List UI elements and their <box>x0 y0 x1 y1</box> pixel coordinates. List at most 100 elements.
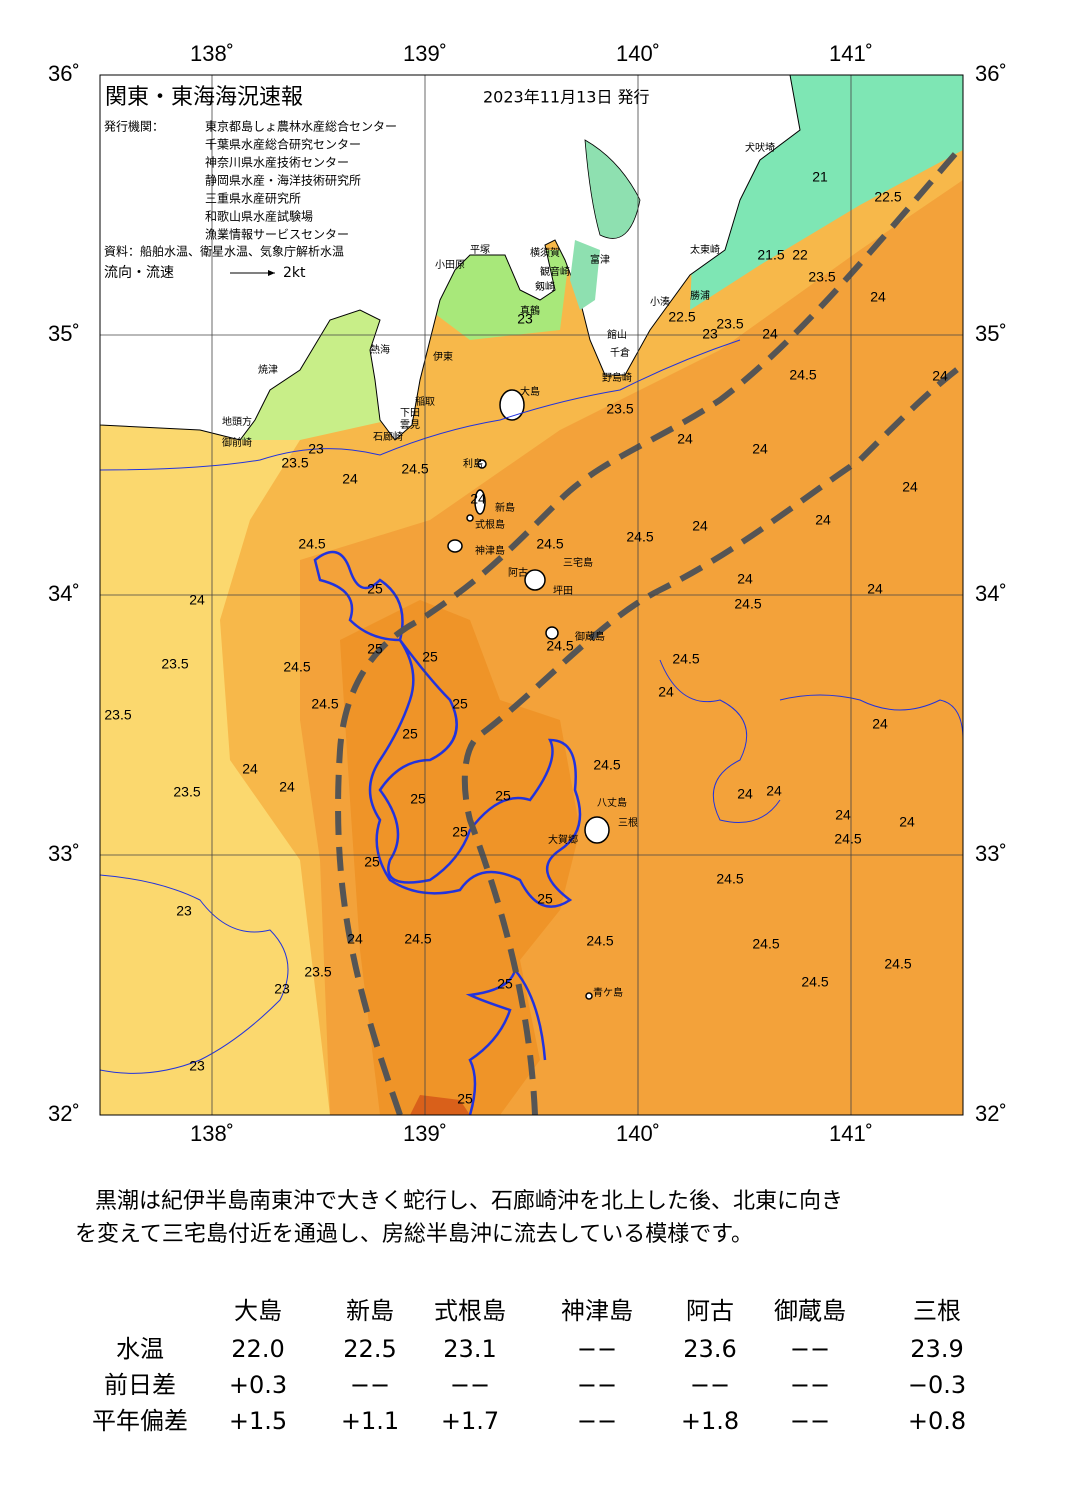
isotherm-label: 23.5 <box>104 707 131 723</box>
row-label: 前日差 <box>104 1371 176 1399</box>
islands <box>447 389 610 1000</box>
isotherm-label: 22 <box>792 247 808 263</box>
description-line: を変えて三宅島付近を通過し、房総半島沖に流去している模様です。 <box>75 1222 753 1247</box>
table-cell: +1.7 <box>441 1407 499 1435</box>
table-cell: 23.9 <box>910 1335 963 1363</box>
isotherm-label: 24 <box>692 518 708 534</box>
isotherm-label: 24.5 <box>834 831 861 847</box>
lat-label: 33˚ <box>975 841 1007 866</box>
lat-label: 34˚ <box>975 581 1007 606</box>
issuer: 和歌山県水産試験場 <box>205 209 313 224</box>
table-cell: −− <box>790 1335 830 1363</box>
isotherm-label: 24 <box>835 807 851 823</box>
legend-label: 流向・流速 <box>104 265 174 281</box>
isotherm-label: 24 <box>658 684 674 700</box>
table-cell: −− <box>690 1371 730 1399</box>
column-header: 新島 <box>346 1297 394 1325</box>
lat-label: 35˚ <box>975 321 1007 346</box>
place-name: 八丈島 <box>597 796 627 809</box>
issuer: 千葉県水産総合研究センター <box>205 137 361 152</box>
issue-date: 2023年11月13日 発行 <box>483 88 650 107</box>
table-cell: +1.1 <box>341 1407 399 1435</box>
table-cell: +0.3 <box>229 1371 287 1399</box>
isotherm-label: 24 <box>279 779 295 795</box>
isotherm-label: 24 <box>872 716 888 732</box>
isotherm-label: 24 <box>752 441 768 457</box>
table-cell: −− <box>790 1371 830 1399</box>
isotherm-label: 24.5 <box>546 638 573 654</box>
isotherm-label: 25 <box>452 696 468 712</box>
lon-label: 141˚ <box>829 41 873 66</box>
map-title: 関東・東海海況速報 <box>105 85 303 110</box>
isotherm-label: 21.5 <box>757 247 784 263</box>
place-name: 小湊 <box>650 295 670 308</box>
source: 資料：船舶水温、衛星水温、気象庁解析水温 <box>104 244 344 259</box>
place-name: 下田 <box>400 408 420 419</box>
isotherm-label: 24.5 <box>801 974 828 990</box>
place-name: 焼津 <box>258 364 278 376</box>
column-header: 神津島 <box>561 1297 633 1325</box>
isotherm-label: 23.5 <box>808 269 835 285</box>
lon-label: 138˚ <box>190 41 234 66</box>
place-name: 熱海 <box>370 343 390 356</box>
isotherm-label: 24 <box>932 368 948 384</box>
isotherm-label: 24.5 <box>536 536 563 552</box>
place-name: 太東崎 <box>690 243 720 256</box>
isotherm-label: 23 <box>517 311 533 327</box>
isotherm-label: 25 <box>495 788 511 804</box>
column-header: 阿古 <box>686 1297 734 1325</box>
isotherm-label: 24.5 <box>716 871 743 887</box>
isotherm-label: 24.5 <box>789 367 816 383</box>
isotherm-label: 25 <box>537 891 553 907</box>
place-name: 剱崎 <box>535 280 555 293</box>
issuer-label: 発行機関： <box>104 119 164 134</box>
isotherm-label: 25 <box>497 976 513 992</box>
isotherm-label: 24.5 <box>593 757 620 773</box>
tokyo-bay <box>570 240 600 310</box>
isotherm-label: 24 <box>242 761 258 777</box>
isotherm-label: 24 <box>470 491 486 507</box>
graticule <box>100 75 963 1115</box>
isotherm-label: 23 <box>274 981 290 997</box>
isotherms <box>100 339 963 1074</box>
issuer: 静岡県水産・海洋技術研究所 <box>205 173 361 188</box>
place-name: 三根 <box>618 816 638 829</box>
lon-label: 141˚ <box>829 1121 873 1146</box>
isotherm-label: 23 <box>702 326 718 342</box>
isotherm-label: 22.5 <box>874 189 901 205</box>
cool-water <box>100 420 330 1115</box>
place-name: 館山 <box>607 328 627 341</box>
place-name: 青ケ島 <box>593 986 623 999</box>
lat-label: 36˚ <box>48 61 80 86</box>
isotherm-label: 24.5 <box>298 536 325 552</box>
isotherm-label: 21 <box>812 169 828 185</box>
isotherm-label: 24 <box>867 581 883 597</box>
place-name: 平塚 <box>470 244 490 256</box>
isotherm-label: 23 <box>308 441 324 457</box>
isotherm-label: 25 <box>367 581 383 597</box>
place-name: 稲取 <box>415 396 435 408</box>
lon-label: 139˚ <box>403 41 447 66</box>
table-cell: 23.1 <box>443 1335 496 1363</box>
isotherm-label: 24 <box>762 326 778 342</box>
isotherm-label: 22.5 <box>668 309 695 325</box>
place-name: 小田原 <box>435 259 465 271</box>
isotherm-label: 24.5 <box>672 651 699 667</box>
isotherm-label: 24.5 <box>404 931 431 947</box>
isotherm-label: 23 <box>189 1058 205 1074</box>
issuer: 神奈川県水産技術センター <box>205 155 349 170</box>
lat-label: 35˚ <box>48 321 80 346</box>
place-name: 雲見 <box>400 419 420 431</box>
place-name: 式根島 <box>475 518 505 531</box>
table-cell: +1.5 <box>229 1407 287 1435</box>
table-cell: −− <box>577 1335 617 1363</box>
place-name: 犬吠埼 <box>745 141 775 154</box>
isotherm-label: 24 <box>766 783 782 799</box>
isotherm-label: 25 <box>402 726 418 742</box>
place-name: 横須賀 <box>530 246 560 259</box>
isotherm-label: 23.5 <box>161 656 188 672</box>
isotherm-label: 25 <box>367 641 383 657</box>
table-cell: 22.0 <box>231 1335 284 1363</box>
